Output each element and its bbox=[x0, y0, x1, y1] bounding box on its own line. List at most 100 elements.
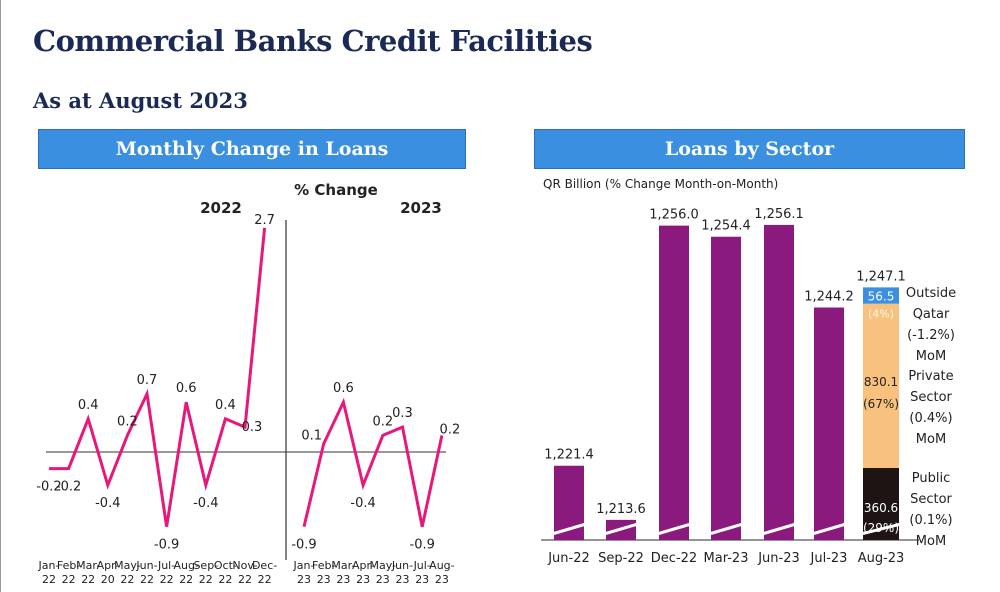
x-tick-label: 22 bbox=[120, 573, 134, 586]
year-label-2023: 2023 bbox=[400, 199, 442, 217]
x-tick-label: May- bbox=[114, 559, 141, 572]
x-tick-label: Dec-22 bbox=[651, 551, 697, 566]
x-tick-label: 22 bbox=[179, 573, 193, 586]
data-label: 0.1 bbox=[301, 429, 322, 444]
x-tick-label: 23 bbox=[396, 573, 410, 586]
data-label: 0.4 bbox=[78, 398, 99, 413]
axis-break-icon bbox=[708, 522, 744, 536]
segment-share: (67%) bbox=[863, 397, 899, 411]
x-tick-label: Jul- bbox=[157, 559, 175, 572]
x-tick-label: Apr- bbox=[352, 559, 374, 572]
segment-value: 830.1 bbox=[864, 375, 898, 389]
data-label: 0.6 bbox=[176, 381, 197, 396]
axis-break-icon bbox=[551, 522, 587, 536]
x-tick-label: Dec- bbox=[252, 559, 277, 572]
stack-legend-label: MoM bbox=[916, 432, 946, 447]
x-tick-label: 22 bbox=[81, 573, 95, 586]
stack-legend-label: Private bbox=[908, 369, 953, 384]
right-chart-banner: Loans by Sector bbox=[534, 129, 965, 169]
x-tick-label: Aug- bbox=[429, 559, 454, 572]
bar-value-label: 1,213.6 bbox=[596, 502, 646, 517]
x-tick-label: 22 bbox=[218, 573, 232, 586]
x-tick-label: Jul-23 bbox=[810, 551, 848, 566]
data-label: -0.9 bbox=[154, 538, 179, 553]
x-tick-label: Jun-23 bbox=[757, 551, 800, 566]
bar-Jun-23 bbox=[764, 224, 794, 540]
data-label: 0.3 bbox=[392, 406, 413, 421]
bar-value-label: 1,247.1 bbox=[856, 269, 906, 284]
bar-value-label: 1,254.4 bbox=[701, 219, 751, 234]
x-tick-label: 22 bbox=[238, 573, 252, 586]
series-line-2022 bbox=[49, 227, 267, 527]
axis-break-icon bbox=[811, 522, 847, 536]
x-tick-label: Aug- bbox=[173, 559, 198, 572]
data-label: 0.4 bbox=[215, 398, 236, 413]
x-tick-label: Mar- bbox=[76, 559, 100, 572]
x-tick-label: 22 bbox=[160, 573, 174, 586]
stack-legend-label: Public bbox=[912, 471, 950, 486]
x-tick-label: 23 bbox=[415, 573, 429, 586]
data-label: -0.4 bbox=[95, 496, 120, 511]
x-tick-label: 22 bbox=[199, 573, 213, 586]
bar-Jul-23 bbox=[814, 307, 844, 540]
segment-share: (4%) bbox=[868, 307, 894, 320]
data-label: -0.9 bbox=[410, 538, 435, 553]
series-line-2023 bbox=[302, 397, 444, 528]
bar-value-label: 1,221.4 bbox=[544, 448, 594, 463]
stack-legend-label: MoM bbox=[916, 534, 946, 549]
bar-value-label: 1,256.1 bbox=[754, 207, 804, 222]
bar-Mar-23 bbox=[711, 236, 741, 541]
y-axis-label: % Change bbox=[294, 181, 378, 199]
segment-value: 56.5 bbox=[868, 289, 895, 303]
bar-Dec-22 bbox=[659, 225, 689, 541]
x-tick-label: 22 bbox=[258, 573, 272, 586]
x-tick-label: Aug-23 bbox=[858, 551, 905, 566]
bar-value-label: 1,244.2 bbox=[804, 290, 854, 305]
x-tick-label: Jun- bbox=[391, 559, 413, 572]
axis-break-icon bbox=[656, 522, 692, 536]
page-subtitle: As at August 2023 bbox=[33, 88, 248, 113]
x-tick-label: May- bbox=[370, 559, 397, 572]
data-label: -0.4 bbox=[350, 496, 375, 511]
left-chart-banner: Monthly Change in Loans bbox=[38, 129, 466, 169]
data-label: 0.7 bbox=[137, 373, 158, 388]
data-label: -0.2 bbox=[56, 480, 81, 495]
stack-legend-label: Sector bbox=[910, 390, 952, 405]
stack-legend-label: (-1.2%) bbox=[907, 328, 955, 343]
stack-legend-label: MoM bbox=[916, 349, 946, 364]
x-tick-label: Jun- bbox=[135, 559, 157, 572]
bar-value-label: 1,256.0 bbox=[649, 208, 699, 223]
stack-legend-label: (0.4%) bbox=[909, 411, 952, 426]
segment-value: 360.6 bbox=[864, 501, 898, 515]
axis-break-icon bbox=[603, 522, 639, 536]
axis-break-icon bbox=[860, 522, 902, 536]
data-label: -0.4 bbox=[193, 496, 218, 511]
x-tick-label: Apr- bbox=[97, 559, 119, 572]
x-tick-label: Jan- bbox=[293, 559, 315, 572]
axis-break-icon bbox=[761, 522, 797, 536]
data-label: 0.2 bbox=[372, 414, 393, 429]
x-tick-label: 20 bbox=[101, 573, 115, 586]
x-tick-label: 23 bbox=[297, 573, 311, 586]
x-tick-label: Sep-22 bbox=[598, 551, 644, 566]
data-label: -0.9 bbox=[291, 538, 316, 553]
x-tick-label: Jan- bbox=[38, 559, 60, 572]
data-label: 2.7 bbox=[254, 213, 275, 228]
x-tick-label: 23 bbox=[336, 573, 350, 586]
data-label: 0.6 bbox=[333, 381, 354, 396]
x-tick-label: 22 bbox=[62, 573, 76, 586]
x-tick-label: Mar-23 bbox=[704, 551, 749, 566]
segment-outside-qatar bbox=[863, 287, 899, 304]
segment-private-sector bbox=[863, 303, 899, 469]
x-tick-label: 22 bbox=[140, 573, 154, 586]
x-tick-label: 22 bbox=[42, 573, 56, 586]
data-label: 0.3 bbox=[242, 420, 263, 435]
year-label-2022: 2022 bbox=[200, 199, 242, 217]
data-label: 0.2 bbox=[117, 414, 138, 429]
stack-legend-label: Qatar bbox=[913, 307, 950, 322]
page-title: Commercial Banks Credit Facilities bbox=[33, 24, 593, 58]
x-tick-label: Mar- bbox=[331, 559, 355, 572]
x-tick-label: Jul- bbox=[413, 559, 431, 572]
